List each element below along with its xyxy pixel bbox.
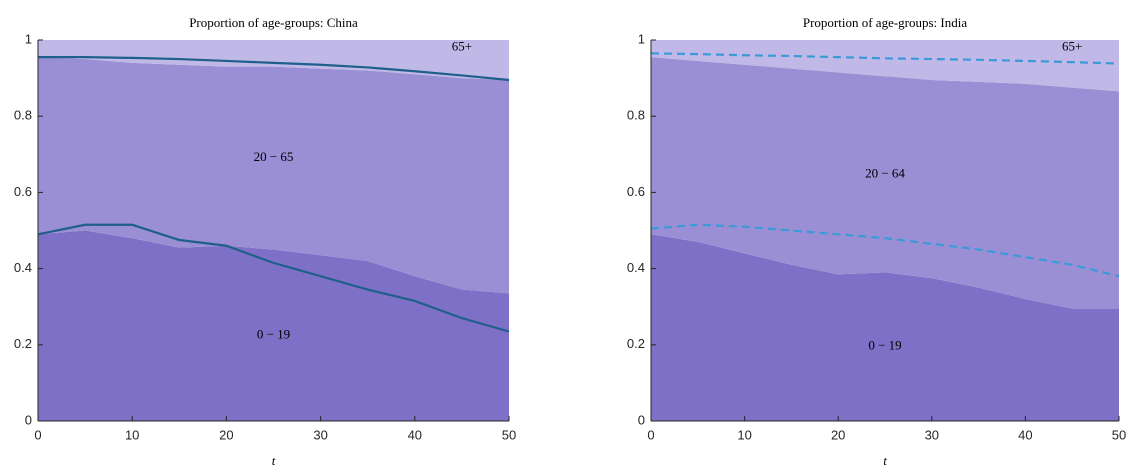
x-tick-label: 40 bbox=[408, 427, 422, 442]
line bbox=[650, 223, 1120, 278]
x-tick-label: 50 bbox=[502, 427, 516, 442]
x-tick-label: 40 bbox=[1018, 427, 1032, 442]
area bbox=[651, 40, 1119, 92]
y-tick-label: 0.2 bbox=[14, 336, 32, 351]
area-label: 0 − 19 bbox=[868, 338, 901, 353]
x-axis-label: t bbox=[272, 453, 276, 468]
x-tick-label: 30 bbox=[925, 427, 939, 442]
area-label: 0 − 19 bbox=[257, 326, 290, 341]
chart-title: Proportion of age-groups: India bbox=[803, 15, 968, 30]
x-tick-label: 10 bbox=[737, 427, 751, 442]
area-label: 65+ bbox=[1062, 39, 1082, 54]
y-tick-label: 1 bbox=[638, 31, 645, 46]
area-label: 65+ bbox=[452, 39, 472, 54]
y-tick-label: 0.6 bbox=[14, 184, 32, 199]
x-tick-label: 30 bbox=[313, 427, 327, 442]
x-tick-label: 20 bbox=[219, 427, 233, 442]
y-tick-label: 0.8 bbox=[14, 108, 32, 123]
area bbox=[651, 57, 1119, 309]
y-tick-label: 0 bbox=[25, 412, 32, 427]
y-tick-label: 1 bbox=[25, 31, 32, 46]
y-tick-label: 0.8 bbox=[627, 108, 645, 123]
x-axis-label: t bbox=[883, 453, 887, 468]
x-tick-label: 20 bbox=[831, 427, 845, 442]
line bbox=[38, 56, 510, 82]
line bbox=[37, 223, 510, 333]
chart-title: Proportion of age-groups: China bbox=[189, 15, 358, 30]
x-tick-label: 0 bbox=[647, 427, 654, 442]
area bbox=[38, 230, 509, 421]
area-label: 20 − 64 bbox=[865, 165, 905, 180]
x-tick-label: 50 bbox=[1112, 427, 1126, 442]
y-tick-label: 0.6 bbox=[627, 184, 645, 199]
area-label: 20 − 65 bbox=[254, 149, 294, 164]
y-tick-label: 0.4 bbox=[627, 260, 645, 275]
y-tick-label: 0 bbox=[638, 412, 645, 427]
area bbox=[651, 234, 1119, 421]
line bbox=[650, 52, 1120, 65]
y-tick-label: 0.2 bbox=[627, 336, 645, 351]
x-tick-label: 10 bbox=[125, 427, 139, 442]
area bbox=[38, 57, 509, 294]
x-tick-label: 0 bbox=[34, 427, 41, 442]
y-tick-label: 0.4 bbox=[14, 260, 32, 275]
